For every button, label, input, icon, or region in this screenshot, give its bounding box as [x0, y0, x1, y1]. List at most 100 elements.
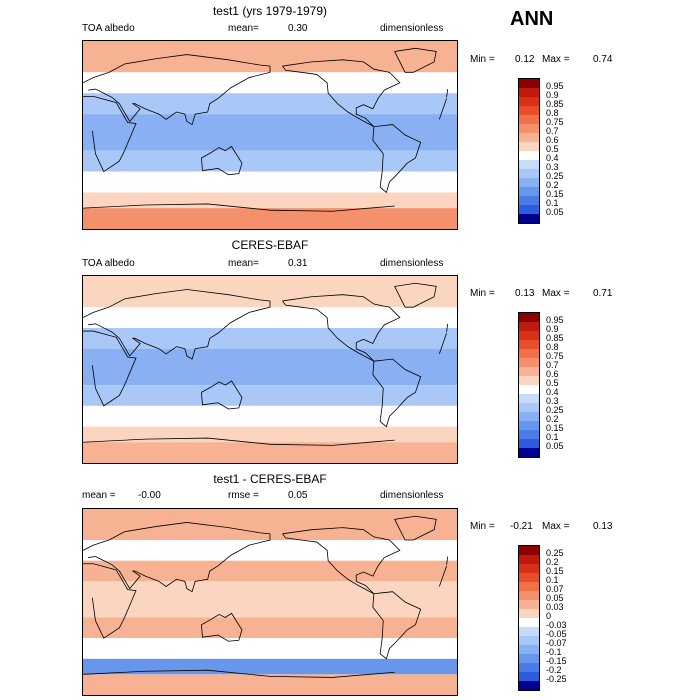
- panel-2-colorbar: [518, 312, 540, 458]
- coastline: [446, 556, 449, 565]
- colorbar-segment: [519, 609, 539, 618]
- panel-3-map: [82, 508, 458, 696]
- colorbar-label: -0.2: [546, 665, 562, 675]
- colorbar-segment: [519, 448, 539, 457]
- heatmap-zone: [83, 638, 457, 659]
- coastline: [394, 47, 437, 73]
- coastline: [83, 563, 137, 639]
- heatmap-zone: [83, 208, 457, 229]
- panel-3-units: dimensionless: [380, 490, 444, 501]
- colorbar-label: 0.95: [546, 81, 564, 91]
- panel-2-map: [82, 275, 458, 464]
- colorbar-segment: [519, 546, 539, 555]
- colorbar-label: 0.75: [546, 351, 564, 361]
- panel-1-field-label: TOA albedo: [82, 23, 135, 34]
- colorbar-segment: [519, 600, 539, 609]
- coastline: [201, 612, 243, 642]
- colorbar-segment: [519, 187, 539, 196]
- colorbar-label: 0.07: [546, 584, 564, 594]
- colorbar-segment: [519, 439, 539, 448]
- colorbar-label: 0.1: [546, 432, 559, 442]
- colorbar-label: 0.05: [546, 441, 564, 451]
- panel-1-map: [82, 40, 458, 230]
- colorbar-segment: [519, 142, 539, 151]
- colorbar-segment: [519, 331, 539, 340]
- colorbar-segment: [519, 97, 539, 106]
- colorbar-label: 0.6: [546, 135, 559, 145]
- panel-2-mean-value: 0.31: [288, 258, 308, 269]
- heatmap-zone: [83, 93, 457, 115]
- colorbar-label: 0: [546, 611, 552, 621]
- colorbar-label: 0.95: [546, 315, 564, 325]
- colorbar-label: 0.05: [546, 207, 564, 217]
- colorbar-label: 0.8: [546, 342, 559, 352]
- panel-2-units: dimensionless: [380, 258, 444, 269]
- coastline: [282, 294, 401, 362]
- coastline: [438, 333, 447, 355]
- coastline: [372, 591, 422, 660]
- colorbar-segment: [519, 636, 539, 645]
- panel-3-title: test1 - CERES-EBAF: [213, 472, 327, 486]
- colorbar-segment: [519, 555, 539, 564]
- colorbar-segment: [519, 591, 539, 600]
- colorbar-segment: [519, 349, 539, 358]
- colorbar-segment: [519, 358, 539, 367]
- colorbar-label: 0.8: [546, 108, 559, 118]
- coastline: [83, 95, 137, 173]
- colorbar-label: 0.7: [546, 360, 559, 370]
- panel-1-title: test1 (yrs 1979-1979): [212, 4, 328, 18]
- colorbar-label: 0.75: [546, 117, 564, 127]
- colorbar-label: 0.7: [546, 126, 559, 136]
- coastline: [83, 669, 271, 677]
- colorbar-segment: [519, 106, 539, 115]
- colorbar-label: 0.4: [546, 387, 559, 397]
- panel-1-mean-value: 0.30: [288, 23, 308, 34]
- panel-2-field-label: TOA albedo: [82, 258, 135, 269]
- colorbar-segment: [519, 313, 539, 322]
- colorbar-segment: [519, 421, 539, 430]
- colorbar-label: 0.3: [546, 162, 559, 172]
- colorbar-label: 0.5: [546, 378, 559, 388]
- coastline: [269, 205, 395, 212]
- colorbar-segment: [519, 430, 539, 439]
- coastline: [83, 289, 271, 360]
- colorbar-segment: [519, 564, 539, 573]
- colorbar-label: 0.2: [546, 557, 559, 567]
- panel-1-map-svg: [83, 41, 457, 229]
- colorbar-segment: [519, 645, 539, 654]
- colorbar-segment: [519, 618, 539, 627]
- panel-2-title: CERES-EBAF: [231, 238, 309, 252]
- colorbar-label: 0.9: [546, 324, 559, 334]
- colorbar-label: 0.25: [546, 171, 564, 181]
- panel-1-max-value: 0.74: [593, 54, 613, 65]
- colorbar-label: -0.15: [546, 656, 567, 666]
- colorbar-segment: [519, 654, 539, 663]
- coastline: [201, 145, 243, 176]
- panel-3-min-value: -0.21: [510, 521, 533, 532]
- coastline: [83, 330, 137, 407]
- coastline: [372, 358, 422, 428]
- colorbar-label: 0.25: [546, 405, 564, 415]
- panel-3-colorbar: [518, 545, 540, 691]
- panel-1-max-label: Max =: [542, 54, 570, 65]
- heatmap-zone: [83, 540, 457, 561]
- panel-1-min-value: 0.12: [515, 54, 535, 65]
- heatmap-zone: [83, 405, 457, 427]
- heatmap-zone: [83, 674, 457, 695]
- coastline: [282, 59, 401, 127]
- coastline: [201, 380, 243, 410]
- coastline: [269, 439, 395, 446]
- panel-1-units: dimensionless: [380, 23, 444, 34]
- colorbar-segment: [519, 151, 539, 160]
- panel-2-max-value: 0.71: [593, 288, 613, 299]
- panel-3-mean-value: -0.00: [138, 490, 161, 501]
- panel-1-colorbar: [518, 78, 540, 224]
- season-label: ANN: [510, 8, 554, 30]
- colorbar-segment: [519, 367, 539, 376]
- coastline: [83, 54, 271, 126]
- colorbar-segment: [519, 385, 539, 394]
- colorbar-label: 0.5: [546, 144, 559, 154]
- colorbar-segment: [519, 124, 539, 133]
- colorbar-label: 0.9: [546, 90, 559, 100]
- coastline: [438, 98, 447, 120]
